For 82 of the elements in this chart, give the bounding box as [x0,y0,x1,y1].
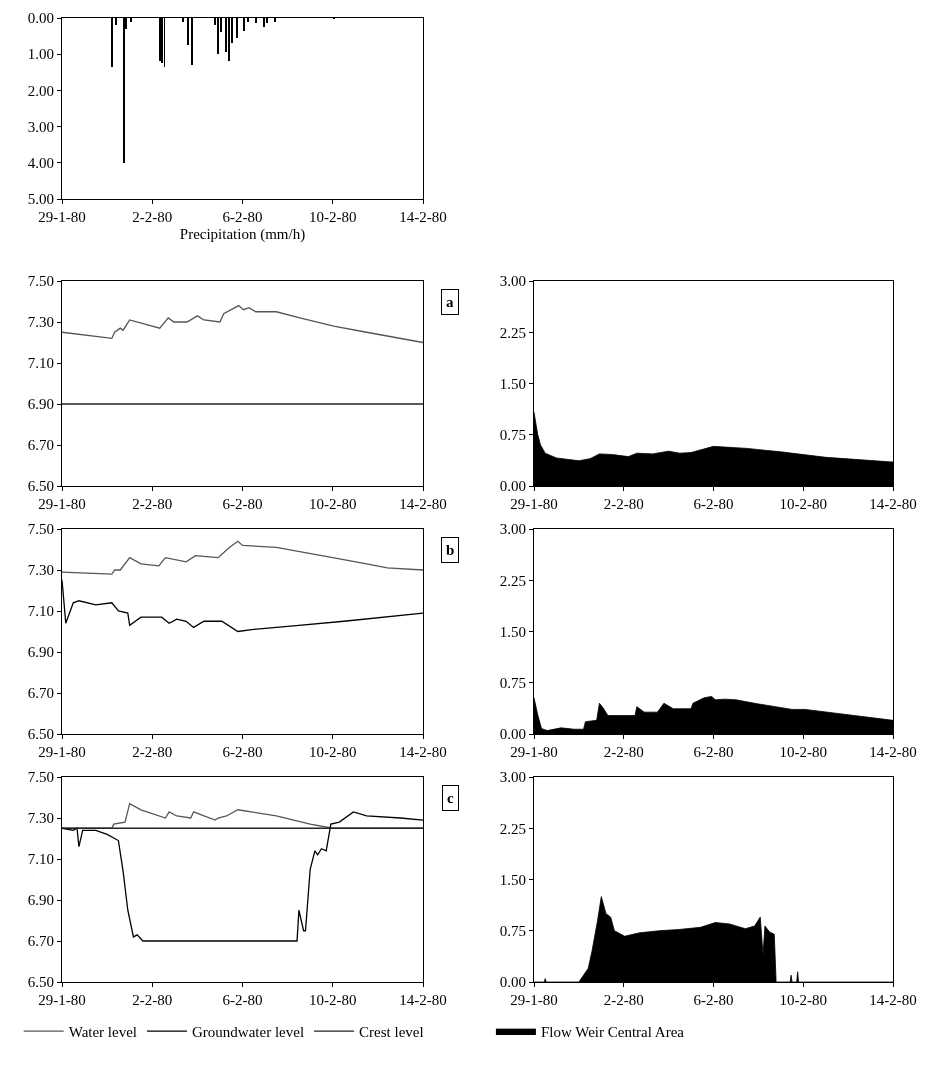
x-tick-label: 14-2-80 [869,992,917,1008]
x-tick-label: 6-2-80 [693,744,734,760]
text: a [446,294,454,310]
y-tick-label: 3.00 [27,118,54,135]
y-tick-label: 4.00 [27,155,54,172]
x-tick-label: 10-2-80 [779,496,827,512]
y-tick-label: 0.00 [27,10,54,27]
y-tick-label: 6.90 [27,892,54,909]
x-tick-label: 29-1-80 [38,209,86,225]
x-tick-label: 29-1-80 [38,744,86,760]
x-tick-label: 29-1-80 [510,744,558,760]
text: c [447,790,454,806]
x-tick-label: 29-1-80 [510,992,558,1008]
y-tick-label: 7.10 [27,355,54,372]
y-tick-label: 6.90 [27,644,54,661]
y-tick-label: 2.25 [499,572,526,589]
x-axis-title: Precipitation (mm/h) [179,226,306,243]
x-tick-label: 6-2-80 [222,744,263,760]
x-tick-label: 2-2-80 [603,744,644,760]
x-tick-label: 14-2-80 [399,496,447,512]
x-tick-label: 14-2-80 [399,209,447,225]
y-tick-label: 1.50 [499,623,526,640]
y-tick-label: 3.00 [499,769,526,786]
y-tick-label: 7.50 [27,521,54,538]
legend-label: Crest level [359,1023,424,1040]
y-tick-label: 0.00 [499,478,526,495]
y-tick-label: 1.50 [499,375,526,392]
x-tick-label: 14-2-80 [399,744,447,760]
y-tick-label: 6.90 [27,396,54,413]
text: b [446,542,455,558]
x-tick-label: 10-2-80 [309,744,357,760]
y-tick-label: 6.70 [27,437,54,454]
y-tick-label: 6.50 [27,726,54,743]
x-tick-label: 6-2-80 [222,992,263,1008]
legend-label: Groundwater level [192,1023,305,1040]
y-tick-label: 2.25 [499,820,526,837]
y-tick-label: 7.50 [27,273,54,290]
y-tick-label: 2.25 [499,324,526,341]
y-tick-label: 7.30 [27,314,54,331]
x-tick-label: 29-1-80 [38,496,86,512]
y-tick-label: 6.70 [27,933,54,950]
y-tick-label: 1.50 [499,871,526,888]
y-tick-label: 1.00 [27,46,54,63]
y-tick-label: 7.30 [27,562,54,579]
y-tick-label: 0.00 [499,726,526,743]
x-tick-label: 6-2-80 [693,992,734,1008]
y-tick-label: 0.75 [499,923,526,939]
x-tick-label: 14-2-80 [869,496,917,512]
x-tick-label: 2-2-80 [132,209,173,225]
y-tick-label: 3.00 [499,521,526,538]
x-tick-label: 2-2-80 [132,744,173,760]
y-tick-label: 7.50 [27,769,54,786]
x-tick-label: 10-2-80 [309,992,357,1008]
y-tick-label: 6.70 [27,685,54,702]
y-tick-label: 2.00 [27,82,54,99]
x-tick-label: 14-2-80 [869,744,917,760]
x-tick-label: 10-2-80 [779,992,827,1008]
x-tick-label: 10-2-80 [309,496,357,512]
y-tick-label: 3.00 [499,273,526,290]
x-tick-label: 2-2-80 [132,992,173,1008]
y-tick-label: 7.30 [27,810,54,827]
legend-label: Water level [68,1023,138,1040]
y-tick-label: 0.75 [499,675,526,691]
x-tick-label: 10-2-80 [779,744,827,760]
x-tick-label: 2-2-80 [603,496,644,512]
y-tick-label: 7.10 [27,851,54,868]
y-tick-label: 0.00 [499,974,526,991]
x-tick-label: 2-2-80 [603,992,644,1008]
x-tick-label: 6-2-80 [693,496,734,512]
y-tick-label: 0.75 [499,427,526,443]
x-tick-label: 6-2-80 [222,496,263,512]
x-tick-label: 6-2-80 [222,209,263,225]
legend-label: Flow Weir Central Area [540,1023,685,1040]
x-tick-label: 2-2-80 [132,496,173,512]
x-tick-label: 29-1-80 [510,496,558,512]
y-tick-label: 7.10 [27,603,54,620]
x-tick-label: 14-2-80 [399,992,447,1008]
y-tick-label: 5.00 [27,191,54,208]
x-tick-label: 29-1-80 [38,992,86,1008]
y-tick-label: 6.50 [27,478,54,495]
y-tick-label: 6.50 [27,974,54,991]
x-tick-label: 10-2-80 [309,209,357,225]
